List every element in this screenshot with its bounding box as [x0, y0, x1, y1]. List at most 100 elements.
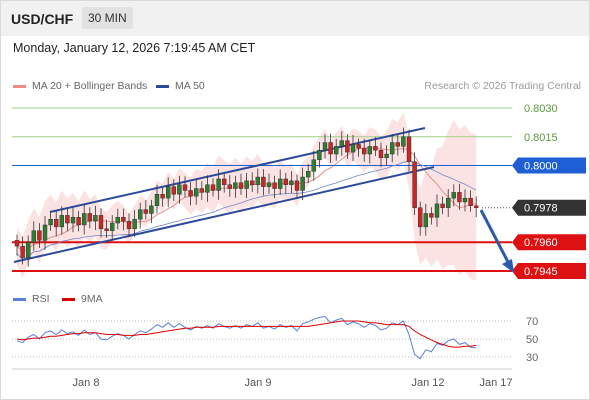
forecast-arrow-shaft [479, 209, 510, 263]
level-label-0.8000: 0.8000 [524, 161, 558, 173]
channel-lower [13, 166, 435, 263]
legend-rsi: RSI [13, 293, 50, 305]
candle-body [440, 203, 445, 208]
level-label-0.8015: 0.8015 [524, 132, 558, 144]
candle-body [278, 178, 283, 189]
candle-body [126, 220, 132, 230]
candle-body [378, 149, 384, 159]
rsi-line [16, 315, 477, 360]
legend-9ma: 9MA [62, 293, 103, 305]
x-tick-label: Jan 9 [245, 377, 272, 389]
candle-body [322, 142, 328, 151]
level-tag-0.7978 [512, 199, 586, 216]
level-label-0.8030: 0.8030 [524, 103, 558, 115]
candle-body [76, 217, 81, 226]
candle-body [171, 186, 177, 195]
candle-body [227, 184, 233, 189]
rsi-tick-30: 30 [526, 352, 538, 364]
candle-body [395, 142, 400, 147]
candle-body [109, 222, 115, 231]
candle-body [132, 219, 137, 230]
research-credit: Research © 2026 Trading Central [424, 80, 581, 92]
candle-body [182, 184, 188, 191]
candle-body [266, 182, 272, 187]
candle-body [233, 182, 238, 189]
rsi-tick-50: 50 [526, 334, 538, 346]
candle-body [81, 213, 87, 226]
candle-body [221, 178, 227, 185]
x-tick-label: Jan 17 [479, 377, 512, 389]
candle-body [193, 188, 199, 197]
candle-body [289, 180, 294, 185]
interval-button[interactable]: 30 MIN [82, 7, 133, 29]
candle-body [283, 178, 288, 185]
level-label-0.7945: 0.7945 [524, 266, 558, 278]
candle-body [65, 215, 70, 224]
candle-body [345, 140, 350, 153]
candle-body [367, 146, 372, 155]
candle-body [210, 184, 216, 191]
candle-body [261, 176, 266, 187]
rsi-tick-70: 70 [526, 316, 538, 328]
symbol-title: USD/CHF [11, 11, 74, 27]
candle-body [54, 219, 59, 228]
candle-body [339, 140, 344, 147]
legend-ma20-label: MA 20 + Bollinger Bands [32, 80, 148, 92]
candle-body [429, 213, 434, 218]
level-label-0.7960: 0.7960 [524, 237, 558, 249]
candle-body [93, 215, 98, 222]
candle-body [390, 142, 395, 155]
candle-body [418, 207, 423, 228]
forecast-arrow-head [502, 259, 514, 273]
candle-body [468, 197, 473, 206]
legend-ma50-label: MA 50 [175, 80, 205, 92]
candle-body [294, 180, 300, 191]
candle-body [350, 144, 356, 153]
candle-body [48, 219, 53, 226]
candle-body [238, 182, 244, 189]
candle-body [42, 224, 48, 241]
candle-body [177, 184, 182, 195]
candle-body [143, 209, 149, 214]
candle-body [272, 182, 277, 189]
legend-ma20: MA 20 + Bollinger Bands [13, 80, 147, 92]
candle-body [462, 197, 468, 203]
candle-body [373, 146, 378, 151]
candle-body [384, 153, 389, 159]
candle-body [356, 144, 361, 149]
legend-rsi-label: RSI [32, 293, 50, 305]
candle-body [406, 136, 412, 162]
legend-9ma-label: 9MA [81, 293, 103, 305]
candle-body [121, 217, 126, 222]
legend-ma50: MA 50 [156, 80, 205, 92]
candle-body [98, 215, 104, 230]
level-label-0.7978: 0.7978 [524, 203, 558, 215]
ma50-line [16, 160, 477, 261]
candle-body [216, 178, 221, 191]
candle-body [115, 217, 121, 224]
candle-body [446, 197, 451, 208]
candle-body [149, 205, 154, 214]
candle-body [457, 192, 462, 203]
candle-body [20, 245, 25, 258]
candle-body [306, 171, 311, 178]
candle-body [317, 149, 322, 160]
level-tag-0.7960 [512, 234, 586, 251]
candle-body [328, 142, 333, 155]
candle-body [31, 230, 36, 243]
candle-body [451, 192, 456, 199]
candle-body [14, 240, 20, 247]
x-tick-label: Jan 12 [411, 377, 444, 389]
candle-body [59, 215, 64, 228]
candle-body [249, 180, 255, 185]
candle-body [300, 176, 305, 191]
candle-body [474, 205, 479, 208]
candle-body [137, 209, 143, 220]
candle-body [412, 161, 417, 208]
candle-body [423, 213, 428, 228]
candle-body [311, 159, 316, 172]
x-tick-label: Jan 8 [73, 377, 100, 389]
candle-body [434, 203, 440, 218]
candle-body [37, 230, 42, 241]
